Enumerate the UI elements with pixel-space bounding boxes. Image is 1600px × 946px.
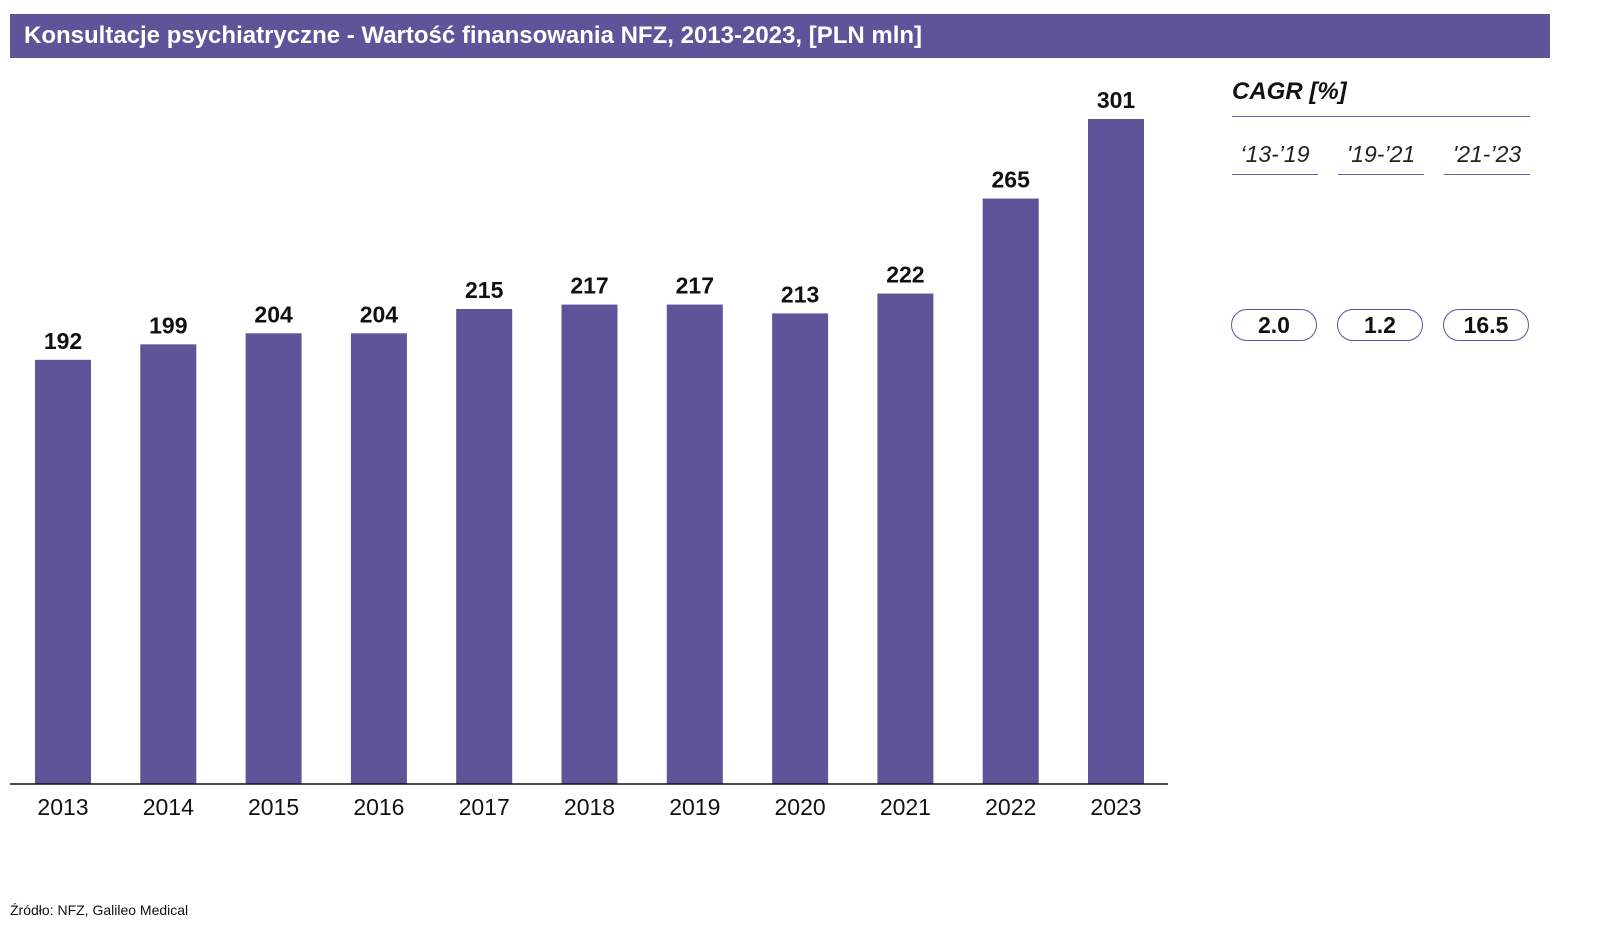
chart-title: Konsultacje psychiatryczne - Wartość fin… bbox=[10, 14, 1550, 58]
data-label: 199 bbox=[149, 312, 187, 338]
cagr-period-label: '19-’21 bbox=[1338, 141, 1424, 175]
data-label: 265 bbox=[992, 167, 1031, 193]
x-tick-label: 2013 bbox=[37, 794, 88, 820]
x-tick-label: 2019 bbox=[669, 794, 720, 820]
cagr-period-label: ‘13-’19 bbox=[1232, 141, 1318, 175]
x-tick-label: 2014 bbox=[143, 794, 194, 820]
bar bbox=[245, 333, 302, 784]
data-label: 215 bbox=[465, 277, 504, 303]
cagr-title-divider bbox=[1232, 116, 1530, 117]
cagr-period-label: '21-’23 bbox=[1444, 141, 1530, 175]
cagr-value-badge: 1.2 bbox=[1337, 309, 1423, 341]
bar bbox=[140, 344, 197, 784]
x-tick-label: 2015 bbox=[248, 794, 299, 820]
data-label: 222 bbox=[886, 262, 924, 288]
data-label: 217 bbox=[676, 273, 714, 299]
bar bbox=[35, 359, 91, 784]
data-label: 217 bbox=[570, 273, 608, 299]
bar-chart: 192 2013 199 2014 204 2015 204 2016 215 2017 217 20… bbox=[10, 87, 1168, 820]
data-label: 213 bbox=[781, 281, 819, 307]
bar bbox=[1088, 119, 1144, 784]
bar bbox=[772, 313, 829, 784]
x-tick-label: 2023 bbox=[1090, 794, 1141, 820]
bar bbox=[561, 304, 618, 784]
bar bbox=[350, 333, 407, 784]
bar bbox=[877, 293, 934, 784]
data-label: 204 bbox=[254, 301, 293, 327]
bar bbox=[982, 198, 1039, 784]
bar bbox=[666, 304, 723, 784]
source-note: Źródło: NFZ, Galileo Medical bbox=[10, 902, 189, 918]
x-tick-label: 2020 bbox=[775, 794, 826, 820]
x-tick-label: 2021 bbox=[880, 794, 931, 820]
data-label: 192 bbox=[44, 328, 82, 354]
x-tick-label: 2018 bbox=[564, 794, 615, 820]
data-label: 204 bbox=[360, 301, 399, 327]
cagr-value-badge: 16.5 bbox=[1443, 309, 1529, 341]
data-label: 301 bbox=[1097, 87, 1136, 113]
x-tick-label: 2022 bbox=[985, 794, 1036, 820]
bar bbox=[456, 309, 513, 784]
cagr-value-badge: 2.0 bbox=[1231, 309, 1317, 341]
x-tick-label: 2016 bbox=[353, 794, 404, 820]
x-tick-label: 2017 bbox=[459, 794, 510, 820]
cagr-title: CAGR [%] bbox=[1232, 78, 1347, 105]
